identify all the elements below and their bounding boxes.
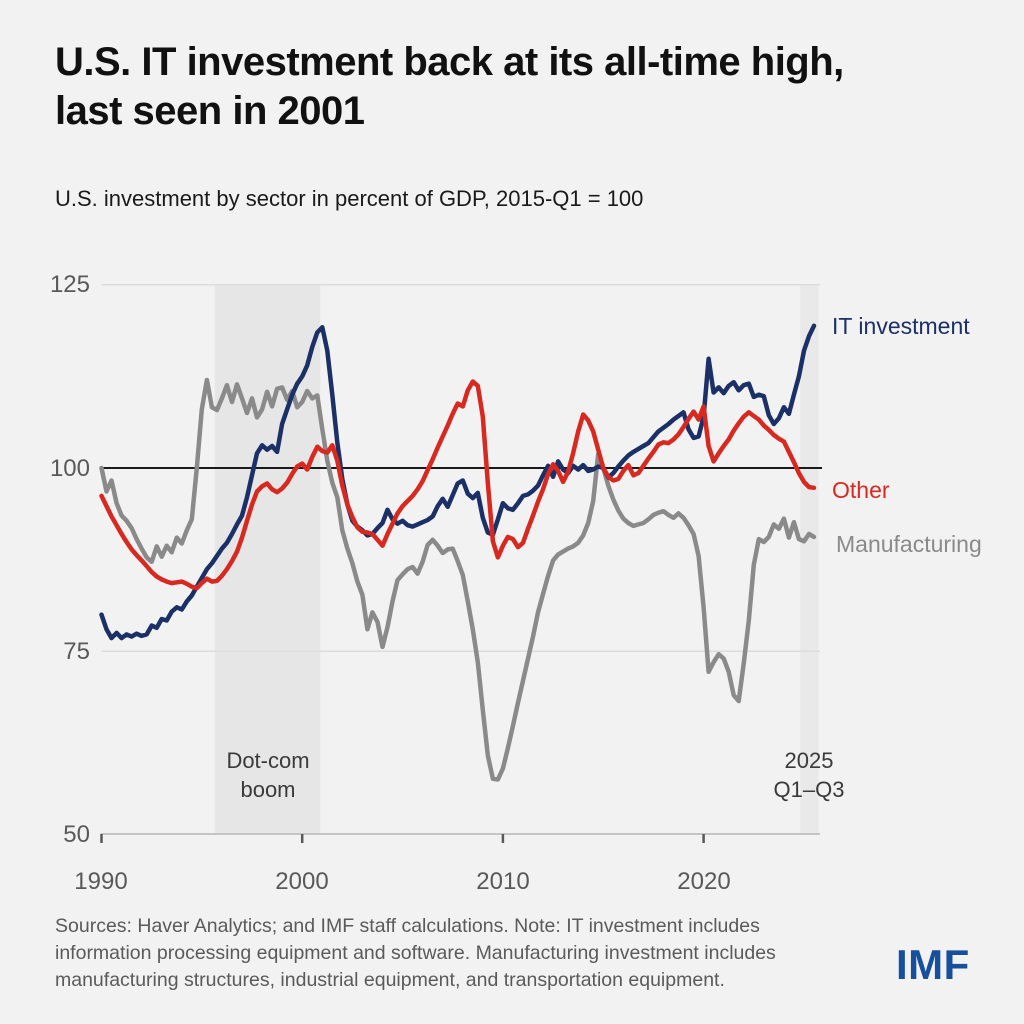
y-tick-label-50: 50 xyxy=(63,821,90,848)
page-title: U.S. IT investment back at its all-time … xyxy=(55,38,975,136)
y-tick-label-100: 100 xyxy=(49,455,90,482)
series-line-it-investment xyxy=(99,323,817,641)
chart-subtitle: U.S. investment by sector in percent of … xyxy=(55,186,644,211)
annotation-dotcom-boom: Dot-com boom xyxy=(226,748,310,802)
x-tick-label-2010: 2010 xyxy=(476,868,530,895)
x-tick-label-2000: 2000 xyxy=(275,868,329,895)
x-tick-label-1990: 1990 xyxy=(74,868,128,895)
y-tick-label-125: 125 xyxy=(49,271,90,298)
highlight-band-1 xyxy=(800,284,819,834)
source-note: Sources: Haver Analytics; and IMF staff … xyxy=(55,915,776,991)
annotation-2025-q1-q3: 2025 Q1–Q3 xyxy=(773,748,845,802)
x-tick-label-2020: 2020 xyxy=(677,868,731,895)
series-label-other: Other xyxy=(832,477,890,503)
y-tick-label-75: 75 xyxy=(63,638,90,665)
title-line-2: last seen in 2001 xyxy=(55,89,365,133)
series-line-manufacturing xyxy=(99,377,817,782)
imf-logo: IMF xyxy=(896,941,970,988)
series-line-other xyxy=(99,379,817,591)
series-label-it-investment: IT investment xyxy=(832,313,970,339)
series-label-manufacturing: Manufacturing xyxy=(836,531,982,557)
title-line-1: U.S. IT investment back at its all-time … xyxy=(55,40,844,84)
